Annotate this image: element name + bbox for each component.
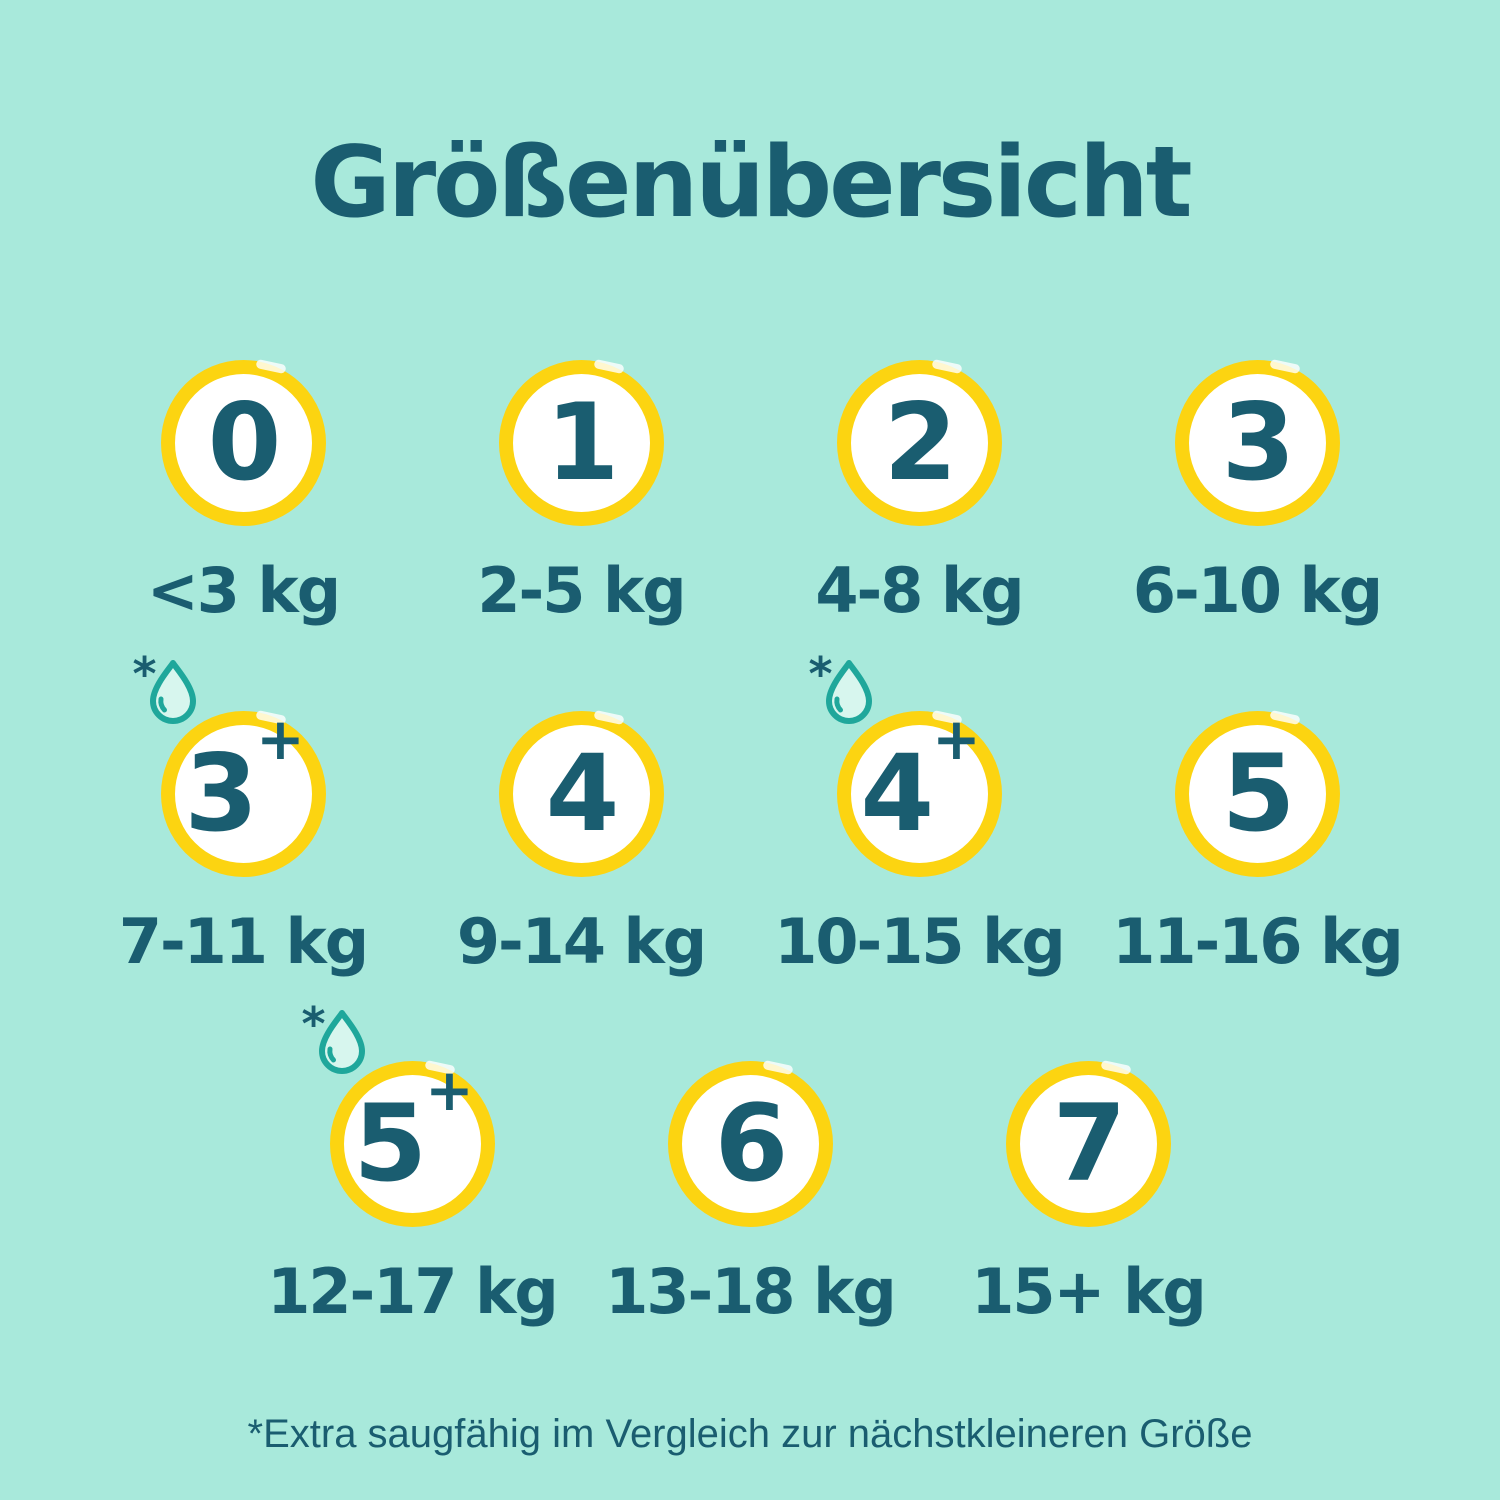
size-number: 5+ [353, 1055, 473, 1206]
size-item-1: 1 2-5 kg [431, 360, 731, 628]
weight-label: 2-5 kg [477, 554, 686, 628]
droplet-icon [825, 659, 872, 724]
size-grid: 0 <3 kg 1 2-5 kg 2 4-8 kg 3 6-10 kg 3+ * 7-11 kg 4 9… [0, 360, 1500, 1329]
weight-label: 13-18 kg [605, 1255, 896, 1329]
size-item-0: 0 <3 kg [93, 360, 393, 628]
size-number: 2 [883, 381, 958, 505]
size-circle-wrap: 3 [1174, 360, 1340, 527]
size-circle-wrap: 6 [667, 1061, 833, 1228]
footnote: *Extra saugfähig im Vergleich zur nächst… [247, 1411, 1253, 1456]
weight-label: <3 kg [146, 554, 341, 628]
size-circle-wrap: 5 [1174, 710, 1340, 877]
size-item-5: 5 11-16 kg [1107, 710, 1407, 979]
weight-label: 7-11 kg [118, 904, 369, 978]
size-item-4: 4 9-14 kg [431, 710, 731, 979]
extra-absorbent-droplet [147, 659, 199, 729]
size-item-4+: 4+ * 10-15 kg [769, 647, 1069, 979]
size-circle: 7 [1005, 1061, 1171, 1228]
size-number: 6 [714, 1082, 789, 1206]
size-circle-wrap: 2 [836, 360, 1002, 527]
size-circle: 1 [498, 360, 664, 527]
size-item-3+: 3+ * 7-11 kg [93, 647, 393, 979]
size-item-5+: 5+ * 12-17 kg [262, 997, 562, 1329]
weight-label: 15+ kg [971, 1255, 1206, 1329]
size-item-3: 3 6-10 kg [1107, 360, 1407, 628]
size-circle: 4+ [836, 705, 1002, 877]
size-row-2: 3+ * 7-11 kg 4 9-14 kg 4+ * 10-15 kg 5 11-16 kg [0, 647, 1500, 979]
weight-label: 10-15 kg [774, 904, 1065, 978]
size-circle: 5 [1174, 710, 1340, 877]
size-circle: 2 [836, 360, 1002, 527]
size-circle-wrap: 0 [160, 360, 326, 527]
plus-superscript: + [425, 1055, 474, 1124]
extra-absorbent-droplet [823, 659, 875, 729]
size-number: 3 [1221, 381, 1296, 505]
size-number: 5 [1221, 731, 1296, 855]
size-number: 7 [1052, 1082, 1127, 1206]
weight-label: 12-17 kg [267, 1255, 558, 1329]
plus-superscript: + [256, 705, 305, 774]
size-item-7: 7 15+ kg [938, 1061, 1238, 1329]
size-circle: 4 [498, 710, 664, 877]
size-circle: 3 [1174, 360, 1340, 527]
size-row-1: 0 <3 kg 1 2-5 kg 2 4-8 kg 3 6-10 kg [0, 360, 1500, 628]
size-number: 4+ [860, 705, 980, 855]
size-number: 4 [545, 731, 620, 855]
size-circle-wrap: 1 [498, 360, 664, 527]
page-title: Größenübersicht [310, 126, 1192, 240]
size-circle-wrap: 4+ * [809, 647, 1002, 877]
weight-label: 4-8 kg [815, 554, 1024, 628]
droplet-icon [149, 659, 196, 724]
size-circle: 3+ [160, 705, 326, 877]
plus-superscript: + [932, 705, 981, 774]
size-circle: 6 [667, 1061, 833, 1228]
weight-label: 6-10 kg [1132, 554, 1383, 628]
size-number: 0 [207, 381, 282, 505]
size-number: 1 [545, 381, 620, 505]
size-circle: 0 [160, 360, 326, 527]
size-row-3: 5+ * 12-17 kg 6 13-18 kg 7 15+ kg [0, 997, 1500, 1329]
droplet-icon [318, 1010, 365, 1075]
extra-absorbent-droplet [316, 1009, 368, 1079]
size-circle: 5+ [329, 1055, 495, 1228]
size-circle-wrap: 7 [1005, 1061, 1171, 1228]
size-circle-wrap: 5+ * [302, 997, 495, 1228]
size-number: 3+ [184, 705, 304, 855]
size-item-2: 2 4-8 kg [769, 360, 1069, 628]
weight-label: 9-14 kg [456, 904, 707, 978]
size-circle-wrap: 3+ * [133, 647, 326, 877]
size-circle-wrap: 4 [498, 710, 664, 877]
size-item-6: 6 13-18 kg [600, 1061, 900, 1329]
weight-label: 11-16 kg [1112, 904, 1403, 978]
